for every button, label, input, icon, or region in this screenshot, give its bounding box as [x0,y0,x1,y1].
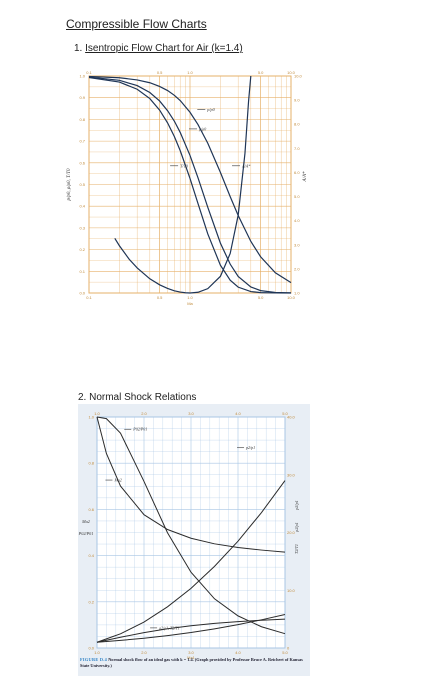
chart1-y2-tick: 3.0 [294,242,300,247]
chart1-x-tick: 0.1 [86,295,92,300]
chart2-x-tick: 2.0 [141,650,147,655]
chart2-plot-area [96,416,286,649]
chart1-x-tick-top: 5.0 [258,70,264,75]
chart2-y2-tick: 0 [287,646,290,651]
chart2-y2-tick: 30.0 [287,472,296,477]
chart1-annotation: A/A* [241,163,251,168]
chart2-y2-tick: 10.0 [287,588,296,593]
figure-label: FIGURE D.4 [80,657,108,662]
chart1-annotation: ρ/ρ0 [198,126,207,131]
chart1-y2-tick: 1.0 [294,291,300,296]
chart2-y-tick: 0.8 [88,461,94,466]
chart1-x-label: Ma [187,301,193,306]
chart1-x-tick-top: 0.1 [86,70,92,75]
chart2-annotation: ρ2/ρ1, T2/T1 [158,625,180,631]
chart2-x-tick-top: 3.0 [188,411,194,416]
chart2-x-tick-top: 1.0 [94,411,100,416]
chart2-y2-label: T2/T1 [294,544,299,554]
chart1-x-tick-top: 10.0 [287,70,296,75]
chart2-y2-label: p2/p1 [294,500,299,511]
chart2-y-label: Ma2 [81,519,90,524]
chart1-y-tick: 0.9 [79,95,85,100]
chart2-line-p2_p1 [96,480,286,643]
chart2-y-tick: 0.2 [88,599,94,604]
chart1-x-tick-top: 1.0 [187,70,193,75]
chart2-annotation: p2/p1 [245,445,255,450]
chart1-y-tick: 0.0 [79,291,85,296]
chart1-x-tick-top: 0.5 [157,70,163,75]
section1-title: Isentropic Flow Chart for Air (k=1.4) [85,43,243,54]
chart2-x-tick-top: 2.0 [141,411,147,416]
chart2-x-tick: 3.0 [188,650,194,655]
chart1-x-tick: 10.0 [287,295,296,300]
chart1-y2-tick: 7.0 [294,146,300,151]
chart1-y-tick: 0.3 [79,225,85,230]
chart1-y-label: p/p0, ρ/ρ0, T/T0 [67,168,72,202]
chart1-annotation: p/p0 [206,107,215,112]
chart2-x-tick: 5.0 [282,650,288,655]
chart1-y2-tick: 9.0 [294,98,300,103]
chart2-line-Ma2 [96,416,286,553]
chart2-y-tick: 0.0 [88,646,94,651]
chart2-x-tick: 1.0 [94,650,100,655]
chart1-x-tick: 1.0 [187,295,193,300]
chart2-line-P02_P01 [96,416,286,635]
chart2-line-T2_T1 [96,614,286,643]
chart2-y2-tick: 40.0 [287,415,296,420]
section1-number: 1. [74,43,83,54]
section1-heading: 1. Isentropic Flow Chart for Air (k=1.4) [74,43,243,54]
chart2-y2-label: ρ2/ρ1 [294,522,299,532]
chart2-annotation: Ma2 [113,478,121,483]
chart1-x-tick: 0.5 [157,295,163,300]
chart1-y-tick: 1.0 [79,74,85,79]
figure-caption: FIGURE D.4 Normal shock flow of an ideal… [80,657,310,669]
chart1-y-tick: 0.2 [79,247,85,252]
chart2-y-label: P02/P01 [78,531,94,536]
chart1-y-tick: 0.6 [79,160,85,165]
chart1-y2-tick: 5.0 [294,194,300,199]
chart2-y-tick: 1.0 [88,415,94,420]
chart1-y-tick: 0.8 [79,117,85,122]
chart2-x-tick-top: 4.0 [235,411,241,416]
chart2-annotation: P02/P01 [132,427,147,432]
chart1-y2-tick: 6.0 [294,170,300,175]
figure-caption-text: Normal shock flow of an ideal gas with k… [80,657,303,668]
chart1-y-tick: 0.4 [79,204,85,209]
chart1-x-tick: 5.0 [258,295,264,300]
chart1-y-tick: 0.1 [79,269,85,274]
chart1-annotation: T/T0 [180,163,189,168]
chart1-line-T_T0 [88,75,292,284]
chart2-y2-tick: 20.0 [287,530,296,535]
chart1-line-p_p0 [88,76,292,294]
chart1-y-tick: 0.7 [79,139,85,144]
page-title: Compressible Flow Charts [66,17,207,31]
chart1-y-tick: 0.5 [79,182,85,187]
chart2-y-tick: 0.4 [88,553,94,558]
chart1-y2-tick: 2.0 [294,266,300,271]
chart1-line-A_Astar [114,75,252,294]
section2-heading: 2. Normal Shock Relations [78,392,197,403]
chart1-line-rho_rho0 [88,76,292,294]
chart2-y-tick: 0.6 [88,507,94,512]
chart2-x-tick: 4.0 [235,650,241,655]
chart2-line-rho2_rho1 [96,618,286,643]
chart1-plot-area [88,75,292,294]
chart2-background [78,404,310,676]
chart1-y2-label: A/A* [303,171,308,182]
chart1-y2-tick: 10.0 [294,74,303,79]
chart2-x-tick-top: 5.0 [282,411,288,416]
chart1-y2-tick: 4.0 [294,218,300,223]
chart1-y2-tick: 8.0 [294,122,300,127]
